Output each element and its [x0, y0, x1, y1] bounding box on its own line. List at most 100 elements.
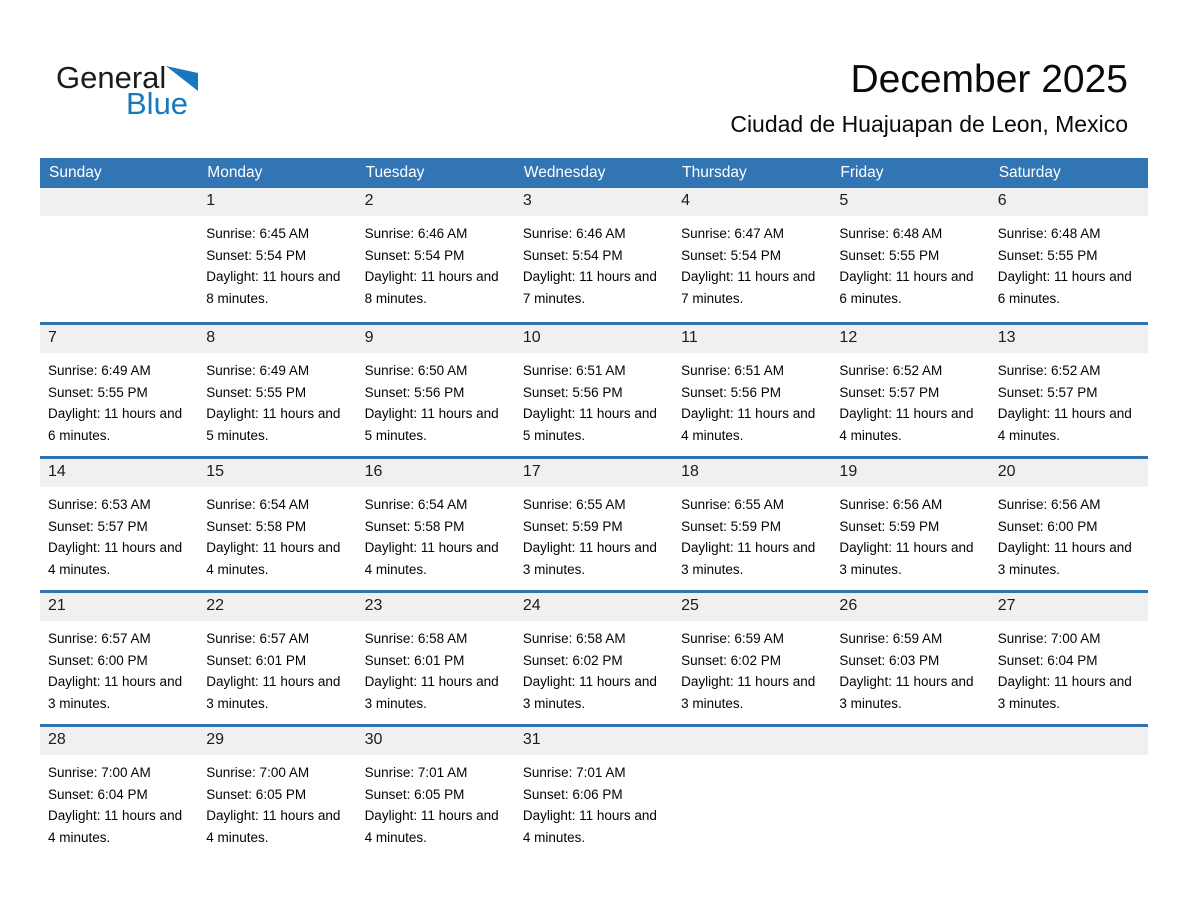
- day-number-band: 21: [40, 593, 199, 621]
- day-number-band: 8: [198, 325, 357, 353]
- day-number: 7: [48, 329, 57, 346]
- sunset-text: Sunset: 5:58 PM: [206, 518, 307, 534]
- day-details: Sunrise: 6:56 AM Sunset: 5:59 PM Daylight:…: [831, 487, 989, 580]
- day-number: 12: [839, 329, 858, 346]
- sunrise-text: Sunrise: 6:53 AM: [48, 497, 151, 512]
- day-cell: 7 Sunrise: 6:49 AM Sunset: 5:55 PM Daylight…: [40, 325, 199, 456]
- daylight-text: Daylight: 11 hours and 3 minutes.: [681, 540, 816, 577]
- weekday-header-friday: Friday: [840, 164, 884, 181]
- day-number-band: 15: [198, 459, 357, 487]
- general-blue-logo: General Blue: [56, 62, 206, 122]
- day-number: 18: [681, 463, 699, 480]
- empty-day-cell: [831, 727, 990, 858]
- sunset-text: Sunset: 6:05 PM: [206, 786, 307, 802]
- day-details: Sunrise: 7:01 AM Sunset: 6:05 PM Daylight:…: [357, 755, 515, 848]
- daylight-text: Daylight: 11 hours and 4 minutes.: [206, 808, 341, 845]
- day-number: 8: [206, 329, 216, 346]
- day-number-band: 5: [831, 188, 990, 216]
- daylight-text: Daylight: 11 hours and 4 minutes.: [839, 406, 974, 443]
- day-number-band: 7: [40, 325, 199, 353]
- day-cell: 24 Sunrise: 6:58 AM Sunset: 6:02 PM Dayligh…: [514, 593, 674, 724]
- daylight-text: Daylight: 11 hours and 3 minutes.: [206, 674, 341, 711]
- day-number: 31: [522, 731, 541, 748]
- day-number: 10: [522, 329, 541, 346]
- day-cell: 21 Sunrise: 6:57 AM Sunset: 6:00 PM Dayligh…: [40, 593, 199, 724]
- day-cell: 15 Sunrise: 6:54 AM Sunset: 5:58 PM Dayligh…: [198, 459, 357, 590]
- day-number-band: 13: [989, 325, 1148, 353]
- daylight-text: Daylight: 11 hours and 4 minutes.: [48, 808, 183, 845]
- day-number: 24: [522, 597, 541, 614]
- sunset-text: Sunset: 5:59 PM: [522, 518, 623, 534]
- weekday-header-saturday: Saturday: [998, 164, 1061, 181]
- empty-day-cell: [989, 727, 1148, 858]
- day-details: Sunrise: 6:53 AM Sunset: 5:57 PM Daylight:…: [40, 487, 198, 580]
- day-details: Sunrise: 6:59 AM Sunset: 6:03 PM Daylight:…: [831, 621, 989, 714]
- day-number: 30: [364, 731, 383, 748]
- day-number: 14: [48, 463, 66, 480]
- sunrise-text: Sunrise: 7:00 AM: [997, 631, 1101, 646]
- weekday-header-wednesday: Wednesday: [523, 164, 606, 181]
- day-details: Sunrise: 6:46 AM Sunset: 5:54 PM Daylight:…: [515, 216, 673, 309]
- daylight-text: Daylight: 11 hours and 3 minutes.: [364, 674, 499, 711]
- day-details: Sunrise: 6:50 AM Sunset: 5:56 PM Daylight:…: [357, 353, 515, 446]
- sunset-text: Sunset: 6:05 PM: [364, 786, 465, 802]
- sunrise-text: Sunrise: 6:50 AM: [364, 363, 468, 378]
- sunset-text: Sunset: 6:00 PM: [997, 518, 1098, 534]
- sunrise-text: Sunrise: 6:57 AM: [206, 631, 310, 646]
- day-number: 28: [48, 731, 66, 748]
- sunrise-text: Sunrise: 6:51 AM: [522, 363, 626, 378]
- day-cell: 4 Sunrise: 6:47 AM Sunset: 5:54 PM Daylight…: [673, 188, 832, 322]
- sunset-text: Sunset: 6:02 PM: [681, 652, 781, 668]
- weekday-header-monday: Monday: [207, 164, 263, 181]
- day-number-band: [831, 727, 990, 755]
- day-number-band: 3: [514, 188, 674, 216]
- daylight-text: Daylight: 11 hours and 3 minutes.: [997, 540, 1132, 577]
- day-number: 21: [48, 597, 66, 614]
- week-row: 1 Sunrise: 6:45 AM Sunset: 5:54 PM Daylight…: [40, 188, 1148, 322]
- daylight-text: Daylight: 11 hours and 3 minutes.: [681, 674, 816, 711]
- sunset-text: Sunset: 5:59 PM: [681, 518, 781, 534]
- day-details: Sunrise: 6:58 AM Sunset: 6:01 PM Daylight:…: [357, 621, 515, 714]
- day-number-band: 9: [356, 325, 515, 353]
- day-number-band: 1: [198, 188, 357, 216]
- sunrise-text: Sunrise: 6:52 AM: [839, 363, 943, 378]
- day-number: 5: [839, 192, 849, 209]
- sunrise-text: Sunrise: 6:59 AM: [839, 631, 943, 646]
- daylight-text: Daylight: 11 hours and 7 minutes.: [522, 269, 657, 306]
- day-cell: 13 Sunrise: 6:52 AM Sunset: 5:57 PM Dayligh…: [989, 325, 1148, 456]
- day-details: Sunrise: 6:46 AM Sunset: 5:54 PM Daylight:…: [357, 216, 515, 309]
- daylight-text: Daylight: 11 hours and 4 minutes.: [364, 540, 499, 577]
- daylight-text: Daylight: 11 hours and 5 minutes.: [206, 406, 341, 443]
- daylight-text: Daylight: 11 hours and 8 minutes.: [206, 269, 341, 306]
- day-number: 3: [522, 192, 532, 209]
- sunrise-text: Sunrise: 6:56 AM: [997, 497, 1101, 512]
- sunrise-text: Sunrise: 7:00 AM: [48, 765, 151, 780]
- day-number-band: 12: [831, 325, 990, 353]
- daylight-text: Daylight: 11 hours and 4 minutes.: [364, 808, 499, 845]
- day-details: Sunrise: 7:00 AM Sunset: 6:05 PM Daylight:…: [198, 755, 356, 848]
- day-details: Sunrise: 7:01 AM Sunset: 6:06 PM Daylight:…: [515, 755, 673, 848]
- day-number-band: [673, 727, 832, 755]
- sunset-text: Sunset: 6:01 PM: [206, 652, 307, 668]
- day-number: 16: [364, 463, 383, 480]
- day-number-band: 4: [673, 188, 832, 216]
- daylight-text: Daylight: 11 hours and 4 minutes.: [681, 406, 816, 443]
- day-cell: 3 Sunrise: 6:46 AM Sunset: 5:54 PM Daylight…: [514, 188, 674, 322]
- daylight-text: Daylight: 11 hours and 3 minutes.: [997, 674, 1132, 711]
- day-number: 17: [522, 463, 541, 480]
- day-cell: 9 Sunrise: 6:50 AM Sunset: 5:56 PM Daylight…: [356, 325, 515, 456]
- logo-text-blue: Blue: [126, 86, 189, 121]
- weekday-header-thursday: Thursday: [682, 164, 747, 181]
- day-number-band: 22: [198, 593, 357, 621]
- day-cell: 17 Sunrise: 6:55 AM Sunset: 5:59 PM Dayligh…: [514, 459, 674, 590]
- page-subtitle: Ciudad de Huajuapan de Leon, Mexico: [730, 110, 1128, 137]
- day-number: 29: [206, 731, 225, 748]
- day-details: Sunrise: 6:52 AM Sunset: 5:57 PM Daylight:…: [990, 353, 1148, 446]
- sunrise-text: Sunrise: 6:54 AM: [364, 497, 468, 512]
- day-details: Sunrise: 6:59 AM Sunset: 6:02 PM Daylight:…: [673, 621, 831, 714]
- day-number: 27: [997, 597, 1016, 614]
- page-title: December 2025: [850, 58, 1129, 101]
- day-number-band: 2: [356, 188, 515, 216]
- day-number-band: 31: [514, 727, 674, 755]
- day-number: 4: [681, 192, 691, 209]
